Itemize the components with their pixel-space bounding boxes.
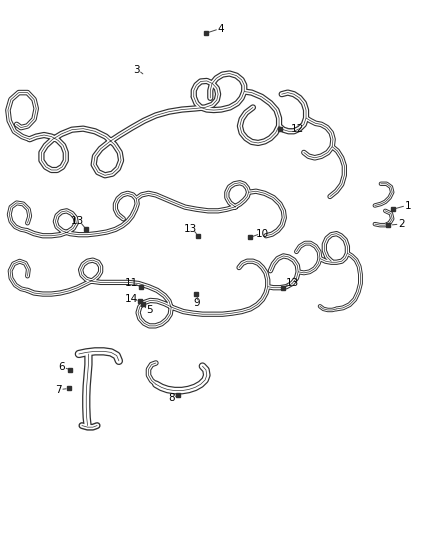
Text: 11: 11 xyxy=(124,278,138,288)
Text: 13: 13 xyxy=(184,224,198,235)
Text: 8: 8 xyxy=(168,393,174,403)
Text: 5: 5 xyxy=(146,305,153,315)
Text: 7: 7 xyxy=(55,384,61,394)
Text: 9: 9 xyxy=(193,297,200,308)
Text: 1: 1 xyxy=(405,200,412,211)
Text: 13: 13 xyxy=(286,278,299,288)
Text: 6: 6 xyxy=(58,362,65,372)
Text: 13: 13 xyxy=(71,216,84,227)
Text: 3: 3 xyxy=(133,66,140,75)
Text: 4: 4 xyxy=(218,24,225,34)
Text: 2: 2 xyxy=(399,219,405,229)
Text: 12: 12 xyxy=(291,124,304,134)
Text: 10: 10 xyxy=(256,229,269,239)
Text: 14: 14 xyxy=(124,294,138,304)
